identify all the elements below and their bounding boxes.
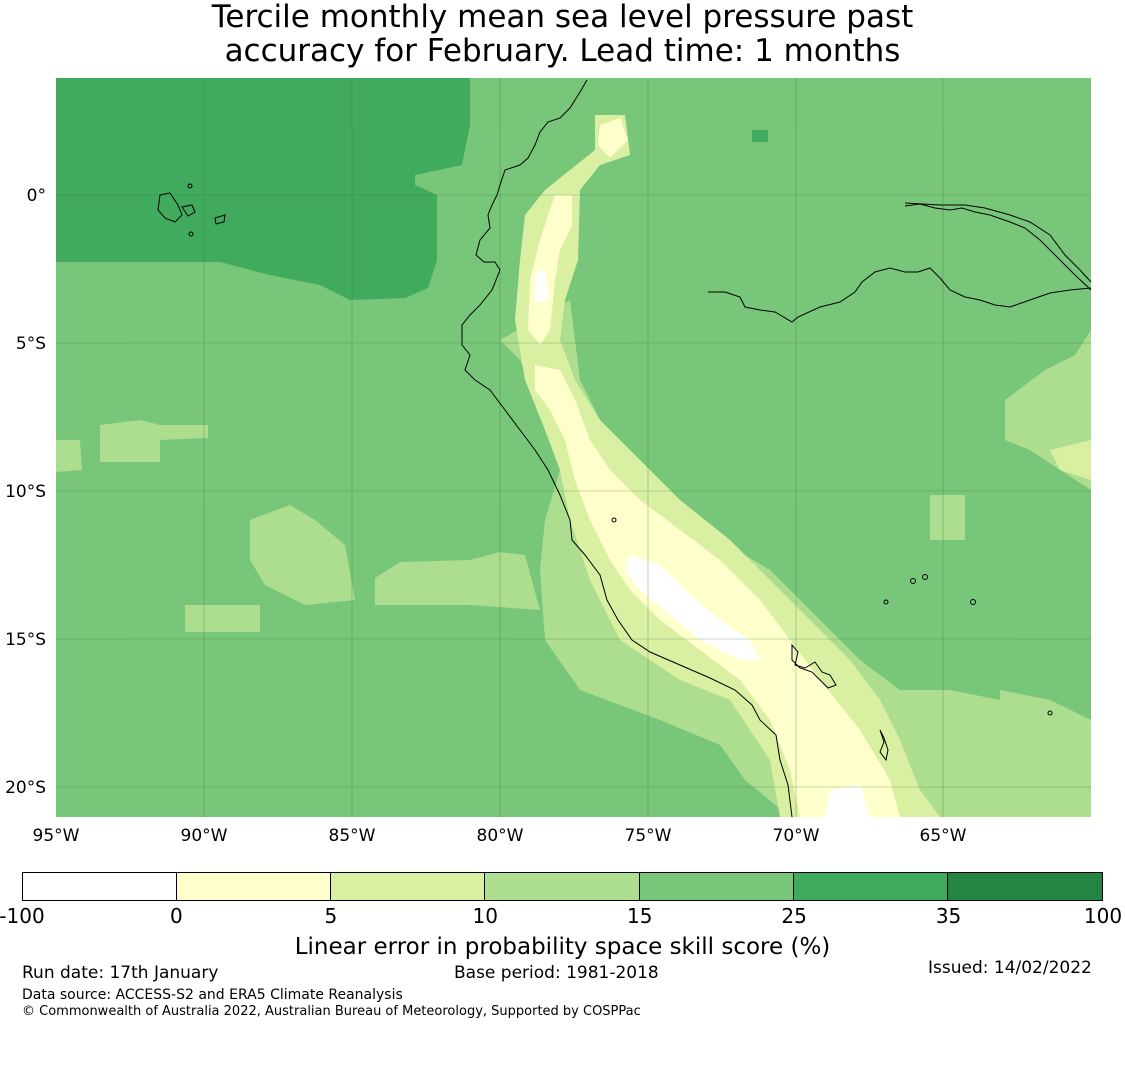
lake-poopo bbox=[879, 729, 889, 762]
skill-regions bbox=[56, 78, 1091, 817]
colorbar-segment bbox=[639, 873, 794, 900]
colorbar-segment bbox=[947, 873, 1102, 900]
region-below-0-b bbox=[825, 785, 870, 817]
south-america-west-coast bbox=[461, 79, 793, 818]
lat-label: 10°S bbox=[5, 482, 46, 502]
lat-label: 20°S bbox=[5, 778, 46, 798]
region-10-15-east-c bbox=[1000, 690, 1091, 817]
amazon-river bbox=[708, 267, 1092, 323]
region-10-15-andes-band bbox=[500, 300, 1000, 817]
region-10-15-pacific-b bbox=[56, 440, 82, 472]
region-25-35-pacific bbox=[56, 78, 470, 300]
issued-date: Issued: 14/02/2022 bbox=[928, 958, 1092, 978]
galapagos-santa-cruz bbox=[181, 204, 196, 217]
copyright: © Commonwealth of Australia 2022, Austra… bbox=[22, 1004, 641, 1019]
region-10-15-east-b bbox=[930, 495, 965, 540]
colorbar-tick-label: 0 bbox=[170, 904, 183, 928]
data-source: Data source: ACCESS-S2 and ERA5 Climate … bbox=[22, 987, 403, 1003]
maranon-river-b bbox=[904, 202, 1092, 283]
colorbar-tick-label: 25 bbox=[781, 904, 807, 928]
lake-titicaca bbox=[791, 643, 837, 689]
colorbar-tick-label: 35 bbox=[935, 904, 962, 928]
colorbar-tick-label: 10 bbox=[472, 904, 499, 928]
lon-label: 95°W bbox=[33, 826, 80, 846]
lon-label: 90°W bbox=[181, 826, 228, 846]
longitude-labels: 95°W 90°W 85°W 80°W 75°W 70°W 65°W bbox=[33, 826, 967, 846]
galapagos-isabela bbox=[157, 192, 183, 223]
latitude-labels: 0° 5°S 10°S 15°S 20°S bbox=[5, 186, 46, 798]
coastlines bbox=[157, 79, 1092, 818]
region-10-15-pacific-c bbox=[250, 505, 355, 605]
lon-label: 80°W bbox=[477, 826, 524, 846]
region-below-0-c bbox=[535, 268, 548, 303]
colorbar-segment bbox=[23, 873, 178, 900]
galapagos-san-cristobal bbox=[214, 214, 226, 225]
colorbar-segment bbox=[177, 873, 332, 900]
colorbar-segment bbox=[331, 873, 486, 900]
title-line-1: Tercile monthly mean sea level pressure … bbox=[211, 0, 914, 35]
maranon-river bbox=[904, 203, 1092, 291]
lon-label: 85°W bbox=[329, 826, 376, 846]
colorbar-tick-label: 15 bbox=[626, 904, 653, 928]
map-title: Tercile monthly mean sea level pressure … bbox=[0, 0, 1125, 68]
lon-label: 75°W bbox=[625, 826, 672, 846]
colorbar-tick-label: 5 bbox=[324, 904, 338, 928]
colorbar-segment bbox=[793, 873, 948, 900]
colorbar-label: Linear error in probability space skill … bbox=[294, 934, 831, 960]
lat-label: 5°S bbox=[16, 334, 46, 354]
colorbar-tick-label: -100 bbox=[0, 904, 45, 928]
lat-label: 15°S bbox=[5, 630, 46, 650]
lon-label: 70°W bbox=[773, 826, 820, 846]
region-below-0-a bbox=[625, 555, 760, 660]
base-period: Base period: 1981-2018 bbox=[454, 963, 659, 983]
map-gridlines bbox=[56, 78, 1091, 817]
region-10-15-pacific-a bbox=[100, 420, 208, 462]
region-10-15-pacific-e bbox=[375, 552, 540, 610]
colorbar-tick-label: 100 bbox=[1083, 904, 1123, 928]
colorbar bbox=[22, 872, 1103, 901]
region-0-5-north bbox=[598, 118, 628, 158]
title-line-2: accuracy for February. Lead time: 1 mont… bbox=[224, 33, 901, 69]
run-date: Run date: 17th January bbox=[22, 963, 219, 983]
lon-label: 65°W bbox=[920, 826, 967, 846]
region-0-5-andes-core bbox=[528, 195, 900, 817]
region-10-15-pacific-d bbox=[185, 605, 260, 632]
colorbar-segment bbox=[485, 873, 640, 900]
skill-score-map: 95°W 90°W 85°W 80°W 75°W 70°W 65°W 0° 5°… bbox=[5, 78, 1092, 846]
region-5-10-east bbox=[1050, 440, 1091, 480]
region-25-35-small bbox=[752, 130, 768, 142]
lat-label: 0° bbox=[27, 186, 46, 206]
